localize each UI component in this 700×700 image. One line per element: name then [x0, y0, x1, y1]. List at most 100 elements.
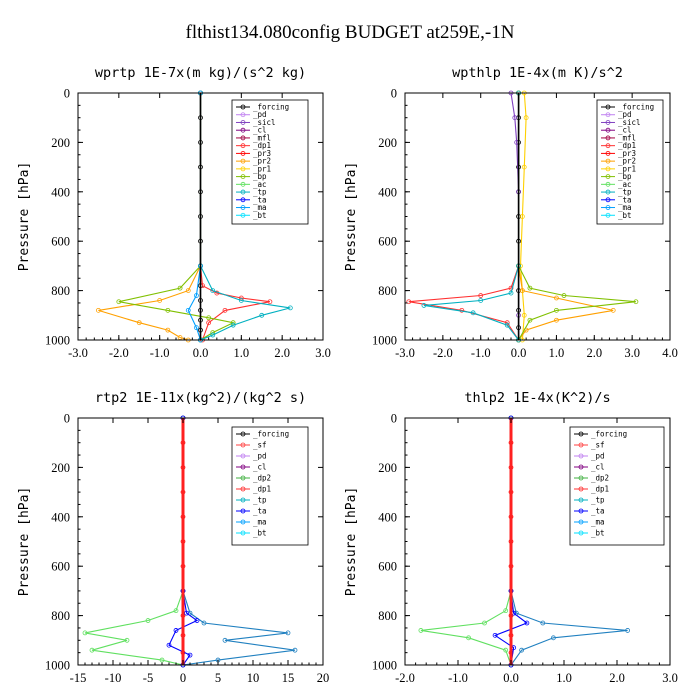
legend-marker — [240, 508, 246, 514]
chart-panel-3: rtp2 1E-11x(kg^2)/(kg^2 s) Pressure [hPa]… — [17, 390, 329, 685]
data-point-ta — [194, 618, 200, 623]
legend-marker — [240, 143, 246, 149]
legend-label: _dp1 — [591, 485, 609, 494]
data-point-ta — [166, 642, 172, 648]
legend-label: _ac — [253, 180, 267, 189]
data-point-tp — [625, 628, 630, 633]
legend-label: _tp — [618, 188, 632, 197]
x-tick-label: 2.0 — [274, 346, 290, 360]
legend-label: _tp — [253, 188, 267, 197]
data-point-tp — [222, 637, 228, 643]
data-point-ma — [185, 307, 191, 313]
x-tick-label: -1.0 — [448, 671, 468, 685]
legend-label: _pr3 — [253, 149, 271, 158]
series-line-bp — [518, 93, 636, 341]
x-tick-label: -3.0 — [68, 346, 88, 360]
legend-label: _dp2 — [253, 474, 271, 483]
data-point-dp1 — [508, 285, 514, 291]
y-tick-label: 1000 — [45, 334, 70, 348]
legend-label: _dp1 — [253, 141, 271, 150]
legend-label: _bt — [591, 529, 605, 538]
legend-label: _cl — [591, 463, 605, 472]
data-point-bp — [554, 307, 559, 313]
legend-label: _bt — [253, 529, 267, 538]
y-tick-label: 800 — [378, 609, 397, 623]
legend-marker — [605, 150, 611, 156]
y-tick-label: 200 — [378, 461, 397, 475]
legend-marker — [240, 205, 246, 210]
x-tick-label: 1.0 — [556, 671, 572, 685]
data-point-tp — [259, 312, 265, 318]
data-point-pr2 — [157, 298, 163, 303]
legend-box — [231, 426, 309, 546]
legend-label: _ma — [253, 203, 267, 212]
y-tick-label: 0 — [391, 87, 397, 101]
legend-label: _ta — [618, 195, 632, 204]
data-point-tp — [421, 303, 427, 308]
data-point-pr2 — [554, 295, 559, 301]
legend-marker — [240, 120, 246, 125]
data-point-pr2 — [519, 288, 525, 294]
data-point-bp — [206, 315, 212, 321]
data-point-tp — [201, 620, 207, 626]
data-point-tp — [504, 322, 510, 328]
legend-label: _pr1 — [253, 164, 271, 173]
x-tick-label: 4.0 — [662, 346, 678, 360]
legend-label: _bt — [253, 211, 267, 220]
data-point-dp1 — [206, 320, 212, 326]
data-point-ta — [524, 620, 530, 626]
x-tick-label: -1.0 — [471, 346, 491, 360]
legend-label: _pr1 — [618, 164, 636, 173]
legend-label: _pd — [253, 452, 267, 461]
data-point-cl — [523, 115, 529, 121]
data-point-tp — [470, 310, 476, 316]
y-tick-label: 400 — [378, 185, 397, 199]
x-tick-label: 0.0 — [511, 346, 527, 360]
data-point-tp — [508, 290, 514, 296]
data-point-tp — [540, 620, 546, 626]
legend-label: _pr2 — [618, 157, 636, 166]
y-tick-label: 800 — [51, 284, 70, 298]
series-line-tp — [182, 418, 296, 666]
data-point-dp1 — [503, 608, 509, 614]
legend-marker — [240, 442, 246, 448]
legend-marker — [240, 212, 246, 218]
y-tick-label: 1000 — [45, 659, 70, 673]
legend-marker — [605, 166, 611, 172]
data-point-cl — [519, 214, 525, 219]
data-point-tp — [210, 332, 216, 338]
legend-marker — [605, 143, 611, 149]
data-point-dp1 — [267, 299, 273, 305]
legend-label: _mfl — [253, 133, 271, 142]
legend-label: _bt — [618, 211, 632, 220]
legend-marker — [605, 120, 611, 125]
y-tick-label: 0 — [391, 412, 397, 426]
legend-label: _ac — [618, 180, 632, 189]
legend-label: _forcing — [253, 103, 289, 112]
series-line-cl — [519, 92, 527, 341]
legend-marker — [240, 475, 246, 481]
legend-marker — [605, 127, 611, 133]
x-tick-label: 3.0 — [662, 671, 678, 685]
data-point-bp — [527, 285, 533, 291]
data-point-cl — [521, 164, 527, 170]
legend-marker — [240, 464, 246, 470]
x-tick-label: -15 — [70, 671, 87, 685]
y-tick-label: 200 — [51, 461, 70, 475]
legend-marker — [240, 150, 246, 156]
legend-label: _tp — [253, 496, 267, 505]
panel-title: wprtp 1E-7x(m kg)/(s^2 kg) — [95, 65, 306, 81]
legend-marker — [578, 497, 584, 503]
y-tick-label: 400 — [378, 510, 397, 524]
y-tick-label: 400 — [51, 510, 70, 524]
data-point-dp1 — [466, 635, 472, 641]
x-tick-label: 3.0 — [624, 346, 640, 360]
legend-marker — [578, 464, 584, 470]
data-point-tp — [287, 305, 293, 311]
series-line-dp1 — [408, 93, 520, 341]
chart-panel-4: thlp2 1E-4x(K^2)/s Pressure [hPa] -2.0 -1.0… — [344, 390, 678, 685]
legend-marker — [605, 212, 611, 218]
x-tick-label: 2.0 — [609, 671, 625, 685]
y-tick-label: 600 — [51, 560, 70, 574]
